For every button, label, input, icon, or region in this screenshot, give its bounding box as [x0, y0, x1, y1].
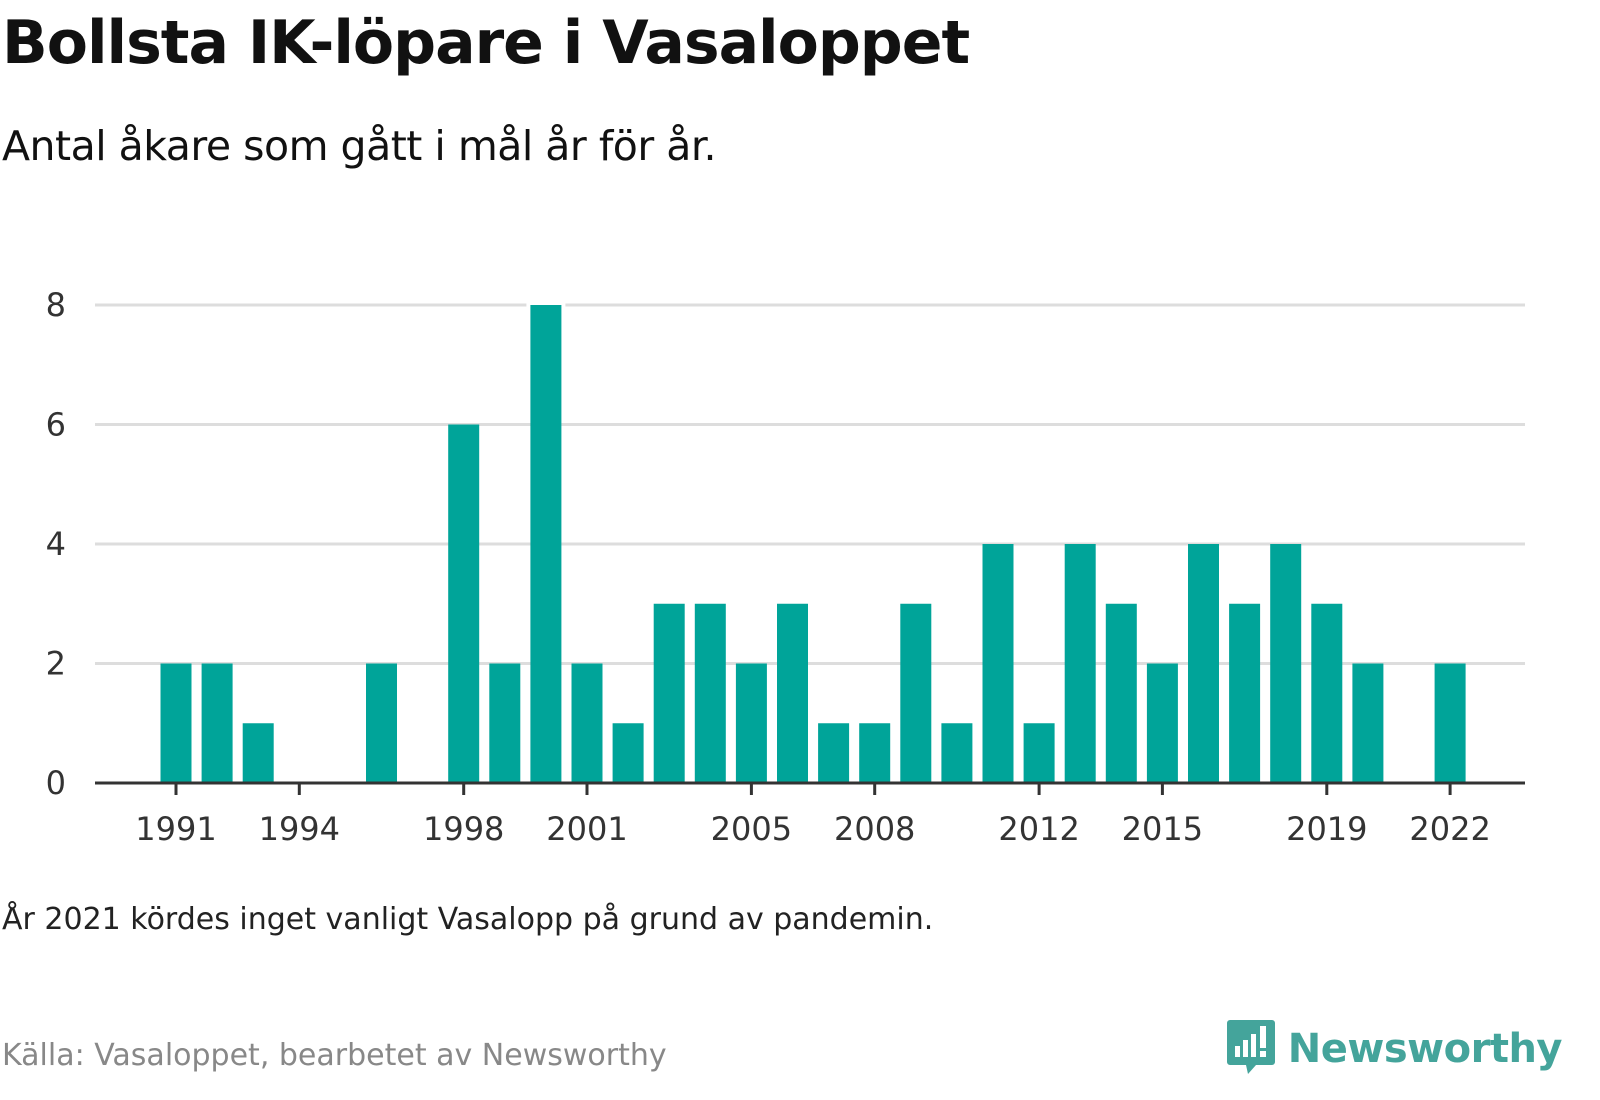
x-tick-label: 1991 [135, 810, 216, 848]
x-tick-label: 1994 [259, 810, 340, 848]
bar-1991 [160, 663, 192, 783]
x-axis [95, 781, 1525, 795]
bar-2001 [571, 663, 603, 783]
bar-2017 [1229, 603, 1261, 783]
bar-1998 [448, 424, 480, 783]
brand-name: Newsworthy [1287, 1026, 1563, 1072]
source-text: Källa: Vasaloppet, bearbetet av Newswort… [2, 1038, 667, 1073]
bar-2020 [1352, 663, 1384, 783]
bar-1993 [242, 723, 274, 783]
y-tick-label: 6 [46, 406, 66, 444]
bar-2007 [818, 723, 850, 783]
y-tick-label: 0 [46, 764, 66, 802]
bar-2005 [735, 663, 767, 783]
bar-2016 [1188, 544, 1219, 783]
bar-2022 [1434, 663, 1466, 783]
bar-2003 [653, 603, 685, 783]
y-axis-labels: 0 2 4 6 8 [46, 286, 66, 802]
bar-2006 [777, 603, 808, 783]
x-tick-label: 1998 [423, 810, 504, 848]
bar-2013 [1064, 544, 1096, 783]
chart-subtitle: Antal åkare som gått i mål år för år. [2, 122, 716, 170]
bar-2010 [941, 723, 973, 783]
bar-2009 [900, 603, 932, 783]
bar-2000 [530, 305, 562, 783]
chart-note: År 2021 kördes inget vanligt Vasalopp på… [2, 902, 934, 937]
x-tick-label: 2005 [711, 810, 792, 848]
x-tick-label: 2001 [546, 810, 627, 848]
bar-2012 [1023, 723, 1055, 783]
y-tick-label: 8 [46, 286, 66, 324]
x-tick-label: 2015 [1122, 810, 1203, 848]
bar-2019 [1311, 603, 1343, 783]
bar-2011 [982, 544, 1014, 783]
bar-1996 [366, 663, 397, 783]
y-tick-label: 2 [46, 645, 66, 683]
x-axis-labels: 1991 1994 1998 2001 2005 2008 2012 2015 2019 2022 [135, 810, 1491, 848]
x-tick-label: 2022 [1409, 810, 1490, 848]
bar-2018 [1270, 544, 1302, 783]
bar-2004 [694, 603, 726, 783]
x-tick-label: 2012 [998, 810, 1079, 848]
newsworthy-logo-icon [1226, 1018, 1276, 1080]
bar-2015 [1146, 663, 1178, 783]
x-tick-label: 2019 [1286, 810, 1367, 848]
chart-title: Bollsta IK-löpare i Vasaloppet [2, 8, 970, 78]
y-tick-label: 4 [46, 525, 66, 563]
x-tick-label: 2008 [834, 810, 915, 848]
grid-lines [95, 303, 1525, 665]
bar-2002 [612, 723, 644, 783]
bar-chart: 0 2 4 6 8 1991 1994 1998 2001 2005 2008 2012 2015 20… [46, 286, 1525, 848]
bar-1992 [201, 663, 233, 783]
bar-1999 [489, 663, 521, 783]
brand-logo: Newsworthy [1226, 1018, 1563, 1080]
bar-2008 [859, 723, 891, 783]
bar-2014 [1105, 603, 1137, 783]
bars [160, 305, 1466, 783]
